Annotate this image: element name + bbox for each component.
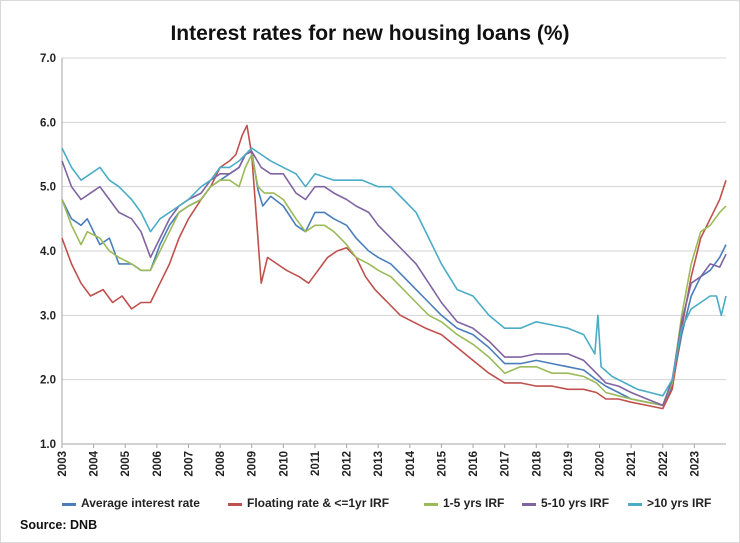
series-lines (61, 124, 727, 410)
y-tick-label-6.0: 6.0 (40, 117, 56, 129)
y-tick-label-3.0: 3.0 (40, 310, 56, 322)
x-tick-label-2005: 2005 (120, 450, 132, 476)
x-tick-label-2010: 2010 (278, 451, 290, 477)
y-tick-label-4.0: 4.0 (40, 246, 56, 258)
x-tick-label-2011: 2011 (310, 450, 322, 476)
gridlines (62, 57, 726, 381)
x-tick-label-2021: 2021 (626, 450, 638, 476)
x-tick-label-2004: 2004 (89, 450, 101, 476)
x-tick-label-2016: 2016 (468, 451, 480, 477)
x-tick-label-2013: 2013 (373, 451, 385, 477)
x-tick-label-2020: 2020 (595, 451, 607, 477)
y-tick-label-1.0: 1.0 (40, 439, 56, 451)
series-line-3 (61, 150, 727, 407)
x-tick-label-2022: 2022 (658, 451, 670, 477)
x-tick-label-2015: 2015 (436, 450, 448, 476)
legend-label-irf-5-10: 5-10 yrs IRF (541, 496, 610, 510)
legend-label-average: Average interest rate (81, 496, 200, 510)
x-tick-label-2007: 2007 (183, 451, 195, 477)
series-line-2 (61, 153, 727, 407)
legend-label-irf-1-5: 1-5 yrs IRF (443, 496, 505, 510)
x-axis-ticks: 2003 2004 2005 2006 2007 2008 2009 2010 2011 2012… (57, 444, 701, 477)
series-line-1 (61, 124, 727, 410)
y-tick-label-5.0: 5.0 (40, 182, 56, 194)
source-note: Source: DNB (20, 518, 98, 532)
x-tick-label-2008: 2008 (215, 450, 227, 476)
legend-swatch-irf-1-5 (424, 503, 438, 506)
legend-label-irf-10: >10 yrs IRF (647, 496, 712, 510)
legend-label-floating: Floating rate & <=1yr IRF (247, 496, 390, 510)
y-axis-ticks: 1.0 2.0 3.0 4.0 5.0 6.0 7.0 (40, 53, 56, 451)
x-tick-label-2023: 2023 (689, 451, 701, 477)
x-tick-label-2018: 2018 (531, 450, 543, 476)
x-tick-label-2019: 2019 (563, 451, 575, 477)
legend: Average interest rate Floating rate & <=… (62, 496, 732, 512)
y-tick-label-7.0: 7.0 (40, 53, 56, 65)
legend-swatch-irf-10 (628, 503, 642, 506)
series-line-0 (61, 150, 727, 407)
legend-swatch-floating (228, 503, 242, 506)
axes (61, 58, 726, 445)
x-tick-label-2003: 2003 (57, 451, 69, 477)
x-tick-label-2009: 2009 (247, 451, 259, 477)
x-tick-label-2012: 2012 (342, 451, 354, 477)
legend-swatch-average (62, 503, 76, 506)
chart-title: Interest rates for new housing loans (%) (170, 22, 570, 45)
y-tick-label-2.0: 2.0 (40, 375, 56, 387)
legend-swatch-irf-5-10 (522, 503, 536, 506)
x-tick-label-2006: 2006 (152, 451, 164, 477)
x-tick-label-2014: 2014 (405, 450, 417, 476)
series-line-4 (61, 147, 727, 397)
x-tick-label-2017: 2017 (500, 451, 512, 477)
